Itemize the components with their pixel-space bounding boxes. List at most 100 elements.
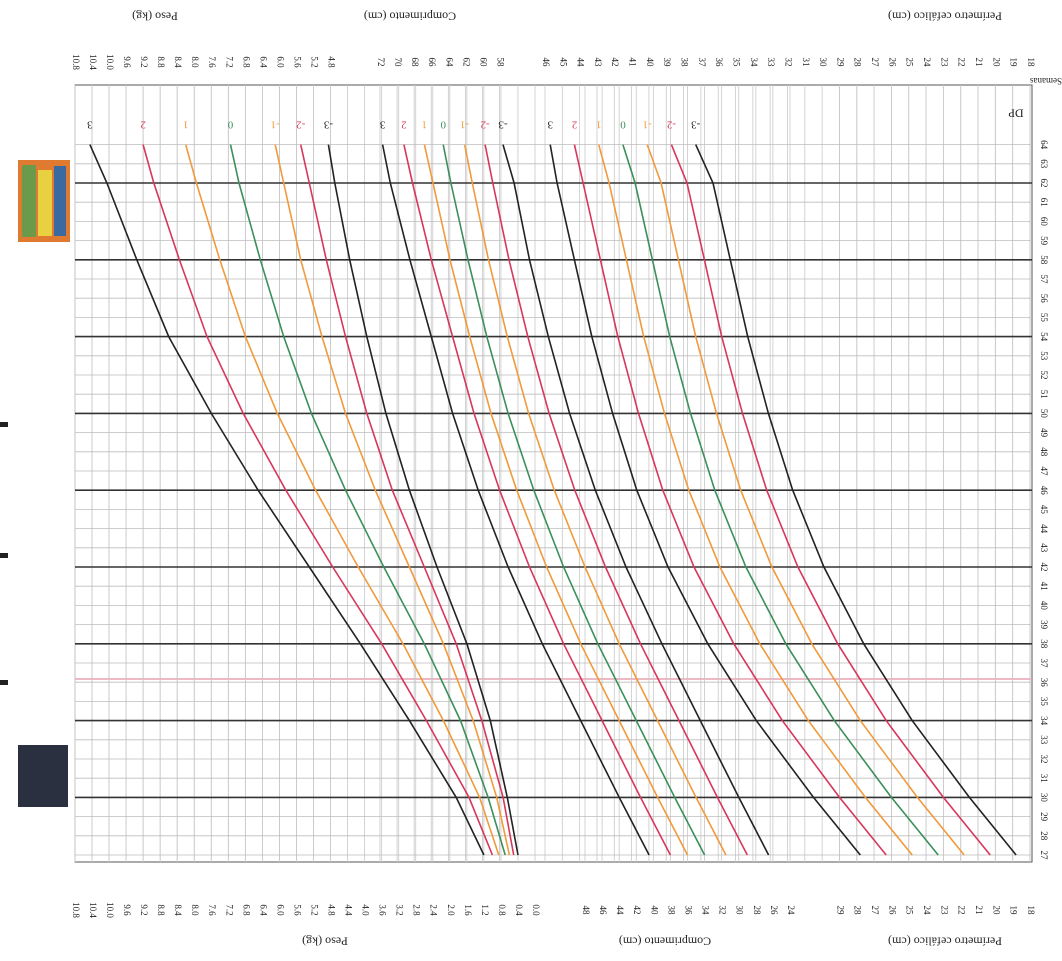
legend-label: 3	[379, 118, 385, 130]
top-tick-label: 37	[697, 58, 707, 68]
y-tick-label: 59	[1039, 236, 1049, 246]
x-tick-label: 28	[752, 906, 762, 916]
x-tick-label: 24	[786, 906, 796, 916]
x-tick-label: 40	[649, 906, 659, 916]
y-tick-label: 46	[1039, 486, 1049, 496]
x-tick-label: 6.4	[258, 904, 268, 916]
logo-top	[18, 160, 70, 242]
top-tick-label: 27	[870, 58, 880, 68]
y-tick-label: 62	[1039, 179, 1049, 188]
axis-title: Perímetro cefálico (cm)	[888, 9, 1002, 23]
legend-label: 3	[87, 118, 93, 130]
x-tick-label: 32	[718, 906, 728, 915]
x-tick-label: 4.8	[326, 904, 336, 916]
y-tick-label: 34	[1039, 716, 1049, 726]
x-tick-label: 6.0	[275, 904, 285, 916]
x-tick-label: 48	[581, 906, 591, 916]
x-tick-label: 2.4	[429, 904, 439, 916]
top-tick-label: 38	[680, 58, 690, 68]
top-tick-label: 31	[801, 58, 811, 67]
top-tick-label: 44	[576, 58, 586, 68]
y-tick-label: 39	[1039, 620, 1049, 630]
top-tick-label: 10.4	[88, 54, 98, 70]
x-tick-label: 10.4	[88, 902, 98, 918]
logo-bottom	[18, 745, 68, 807]
top-tick-label: 66	[427, 58, 437, 68]
edge-mark	[0, 422, 8, 427]
top-tick-label: 70	[393, 58, 403, 68]
top-tick-label: 6.8	[241, 56, 251, 68]
top-tick-label: 62	[461, 58, 471, 67]
y-tick-label: 45	[1039, 505, 1049, 515]
edge-mark	[0, 680, 8, 685]
legend-label: 1	[422, 118, 428, 130]
x-tick-label: 19	[1009, 906, 1019, 916]
legend-label: -3	[323, 118, 333, 130]
x-tick-label: 7.2	[224, 904, 234, 915]
x-tick-label: 29	[835, 906, 845, 916]
x-tick-label: 2.8	[412, 904, 422, 916]
top-tick-label: 7.2	[224, 56, 234, 67]
top-tick-label: 23	[939, 58, 949, 68]
y-tick-label: 32	[1039, 755, 1049, 764]
top-tick-label: 35	[731, 58, 741, 68]
legend-label: -3	[498, 118, 508, 130]
top-tick-label: 5.6	[292, 56, 302, 68]
top-tick-label: 60	[478, 58, 488, 68]
y-tick-label: 61	[1039, 198, 1049, 207]
top-tick-label: 8.4	[173, 56, 183, 68]
y-tick-label: 38	[1039, 639, 1049, 649]
top-tick-label: 5.2	[309, 56, 319, 67]
x-tick-label: 34	[701, 906, 711, 916]
y-tick-label: 37	[1039, 659, 1049, 669]
y-tick-label: 44	[1039, 524, 1049, 534]
top-tick-label: 40	[645, 58, 655, 68]
x-tick-label: 22	[957, 906, 967, 915]
y-tick-label: 29	[1039, 812, 1049, 822]
top-tick-label: 24	[922, 58, 932, 68]
y-tick-label: 33	[1039, 735, 1049, 745]
x-tick-label: 10.8	[71, 902, 81, 918]
top-tick-label: 43	[593, 58, 603, 68]
axis-title: Semanas	[1030, 76, 1062, 86]
x-tick-label: 8.8	[156, 904, 166, 916]
x-tick-label: 26	[769, 906, 779, 916]
x-tick-label: 18	[1026, 906, 1036, 916]
legend-title: DP	[1008, 106, 1024, 120]
y-tick-label: 64	[1039, 140, 1049, 150]
top-tick-label: 33	[766, 58, 776, 68]
top-tick-label: 45	[558, 58, 568, 68]
y-tick-label: 56	[1039, 294, 1049, 304]
x-tick-label: 27	[870, 906, 880, 916]
y-tick-label: 28	[1039, 831, 1049, 841]
y-tick-label: 54	[1039, 332, 1049, 342]
top-tick-label: 10.8	[71, 54, 81, 70]
x-tick-label: 8.4	[173, 904, 183, 916]
x-tick-label: 30	[735, 906, 745, 916]
top-tick-label: 39	[662, 58, 672, 68]
logo-figure	[54, 166, 66, 236]
x-tick-label: 44	[615, 906, 625, 916]
y-tick-label: 51	[1039, 390, 1049, 399]
top-tick-label: 32	[783, 58, 793, 67]
top-tick-label: 28	[853, 58, 863, 68]
y-tick-label: 58	[1039, 255, 1049, 265]
legend-label: 1	[596, 118, 602, 130]
top-tick-label: 18	[1026, 58, 1036, 68]
axis-title: Comprimento (cm)	[619, 934, 711, 948]
legend-label: 1	[183, 118, 189, 130]
top-tick-label: 68	[410, 58, 420, 68]
top-tick-label: 36	[714, 58, 724, 68]
legend-label: -1	[643, 118, 652, 130]
x-tick-label: 10.0	[105, 902, 115, 918]
top-tick-label: 9.6	[122, 56, 132, 68]
x-tick-label: 9.2	[139, 904, 149, 915]
top-tick-label: 34	[749, 58, 759, 68]
x-tick-label: 3.2	[395, 904, 405, 915]
legend-label: -2	[480, 118, 489, 130]
logo-figure	[38, 170, 52, 236]
y-tick-label: 60	[1039, 217, 1049, 227]
y-tick-label: 36	[1039, 678, 1049, 688]
legend-label: -1	[460, 118, 469, 130]
x-tick-label: 28	[853, 906, 863, 916]
